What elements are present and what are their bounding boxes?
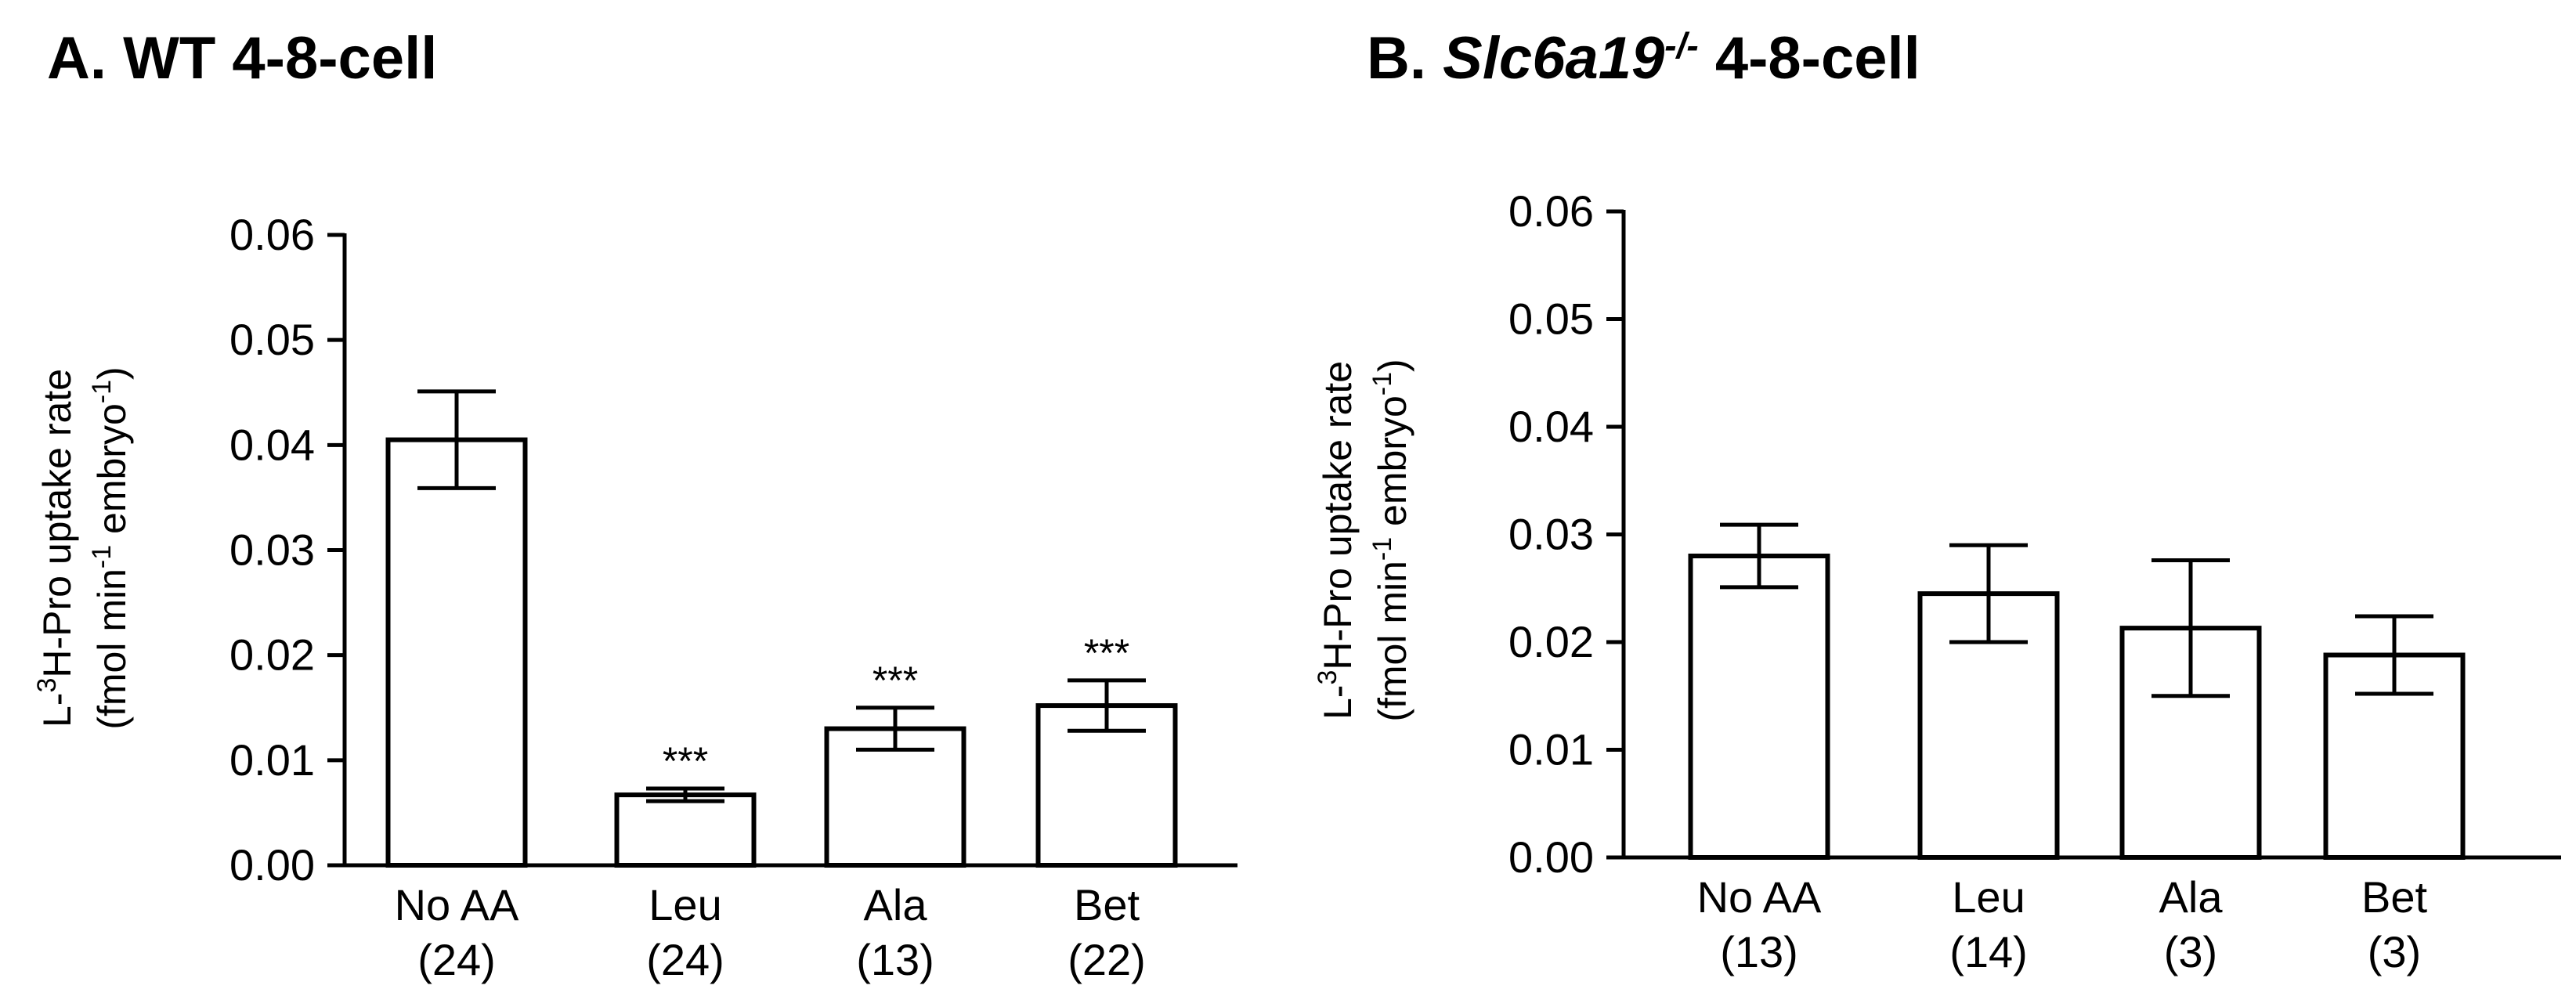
panel-a-significance: *** xyxy=(1084,631,1129,675)
panel-b-category-label: Bet xyxy=(2361,872,2427,922)
panel-a-category-label: Bet xyxy=(1074,880,1140,929)
panel-a-n-label: (24) xyxy=(417,935,496,984)
panel-b-y-tick-label: 0.03 xyxy=(1508,510,1594,559)
panel-b-y-tick-label: 0.06 xyxy=(1508,186,1594,236)
panel-b-ylabel-line1: L-3H-Pro uptake rate xyxy=(1313,361,1360,720)
panel-a-significance: *** xyxy=(873,659,918,702)
panel-a-bar xyxy=(385,437,528,868)
panel-a-n-label: (24) xyxy=(646,935,724,984)
panel-a: A. WT 4-8-cell L-3H-Pro uptake rate (fmo… xyxy=(32,25,1237,984)
panel-a-ylabel-line1: L-3H-Pro uptake rate xyxy=(32,369,79,727)
panel-a-y-tick-label: 0.02 xyxy=(229,630,315,680)
panel-b-title: B. Slc6a19-/- 4-8-cell xyxy=(1367,25,1920,92)
panel-b-y-tick-label: 0.01 xyxy=(1508,725,1594,774)
panel-a-y-tick-label: 0.05 xyxy=(229,315,315,364)
panel-a-ylabel-line2: (fmol min-1 embryo-1) xyxy=(87,366,134,729)
panel-a-bar xyxy=(614,792,757,868)
panel-b-category-label: Leu xyxy=(1952,872,2025,922)
panel-b-n-label: (13) xyxy=(1720,927,1798,976)
panel-b-bar xyxy=(2119,626,2262,860)
panel-a-y-tick-label: 0.04 xyxy=(229,420,315,469)
panel-a-plot: 0.00 0.01 0.02 0.03 0.04 0.05 0.06 No AA (24) ***… xyxy=(229,210,1237,984)
panel-b-category-label: Ala xyxy=(2159,872,2224,922)
panel-a-significance: *** xyxy=(663,739,708,783)
panel-a-category-label: No AA xyxy=(395,880,519,929)
panel-b-letter: B. xyxy=(1367,25,1426,92)
panel-a-n-label: (13) xyxy=(856,935,934,984)
panel-b-title-text: 4-8-cell xyxy=(1699,25,1920,92)
panel-b-category-label: No AA xyxy=(1697,872,1822,922)
panel-a-y-tick-label: 0.06 xyxy=(229,210,315,259)
panel-b-plot: 0.00 0.01 0.02 0.03 0.04 0.05 0.06 No AA (13) Leu… xyxy=(1508,186,2561,976)
panel-a-y-tick-label: 0.01 xyxy=(229,735,315,785)
panel-b-n-label: (3) xyxy=(2368,927,2421,976)
panel-b-y-tick-label: 0.05 xyxy=(1508,294,1594,344)
panel-b-genotype: -/- xyxy=(1664,25,1698,66)
panel-a-y-tick-label: 0.00 xyxy=(229,840,315,890)
panel-b-ylabel-line2: (fmol min-1 embryo-1) xyxy=(1367,359,1414,721)
panel-a-title-text: WT 4-8-cell xyxy=(123,25,437,92)
panel-a-n-label: (22) xyxy=(1068,935,1146,984)
panel-b-y-tick-label: 0.04 xyxy=(1508,402,1594,451)
panel-a-category-label: Ala xyxy=(864,880,928,929)
panel-a-y-tick-label: 0.03 xyxy=(229,525,315,575)
panel-a-title: A. WT 4-8-cell xyxy=(47,25,437,92)
panel-b-bar xyxy=(1688,554,1830,860)
panel-a-category-label: Leu xyxy=(649,880,721,929)
panel-b-y-tick-label: 0.02 xyxy=(1508,617,1594,666)
panel-a-letter: A. xyxy=(47,25,107,92)
panel-b-n-label: (14) xyxy=(1949,927,2028,976)
panel-b-n-label: (3) xyxy=(2164,927,2217,976)
panel-b-gene: Slc6a19 xyxy=(1443,25,1664,92)
panel-b-y-tick-label: 0.00 xyxy=(1508,832,1594,882)
panel-b: B. Slc6a19-/- 4-8-cell L-3H-Pro uptake r… xyxy=(1313,25,2561,976)
